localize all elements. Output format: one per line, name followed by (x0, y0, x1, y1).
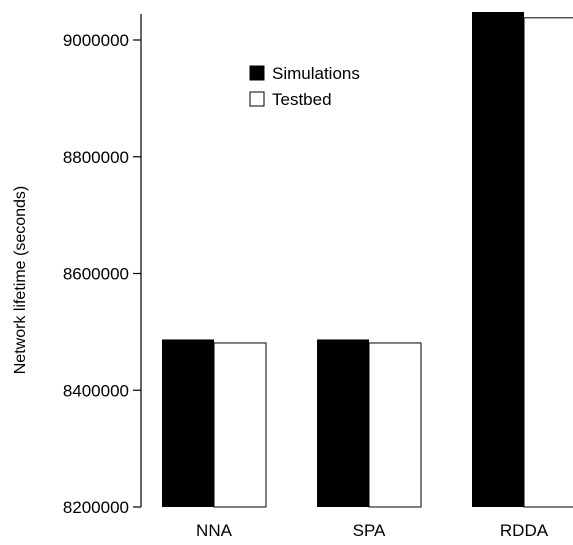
bar-testbed-spa (368, 342, 422, 508)
x-category-label: NNA (196, 521, 233, 540)
x-category-label: RDDA (500, 521, 549, 540)
legend: Simulations Testbed (249, 64, 360, 109)
bar-simulations-rdda (472, 11, 524, 507)
y-axis-ticks: 8200000 8400000 8600000 8800000 9000000 (63, 31, 141, 517)
legend-label-testbed: Testbed (272, 90, 332, 109)
y-tick-label: 8400000 (63, 381, 129, 400)
y-tick-label: 8600000 (63, 265, 129, 284)
bars (162, 11, 573, 508)
bar-simulations-nna (162, 339, 214, 507)
x-axis-labels: NNA SPA RDDA (196, 521, 549, 540)
y-tick-label: 8800000 (63, 148, 129, 167)
legend-swatch-testbed (249, 91, 265, 107)
bar-testbed-nna (213, 342, 267, 508)
y-tick-label: 8200000 (63, 498, 129, 517)
bar-testbed-rdda (523, 17, 573, 508)
bar-simulations-spa (317, 339, 369, 507)
y-tick-label: 9000000 (63, 31, 129, 50)
legend-swatch-simulations (249, 65, 265, 81)
legend-label-simulations: Simulations (272, 64, 360, 83)
y-axis-title: Network lifetime (seconds) (12, 186, 29, 375)
x-category-label: SPA (353, 521, 386, 540)
